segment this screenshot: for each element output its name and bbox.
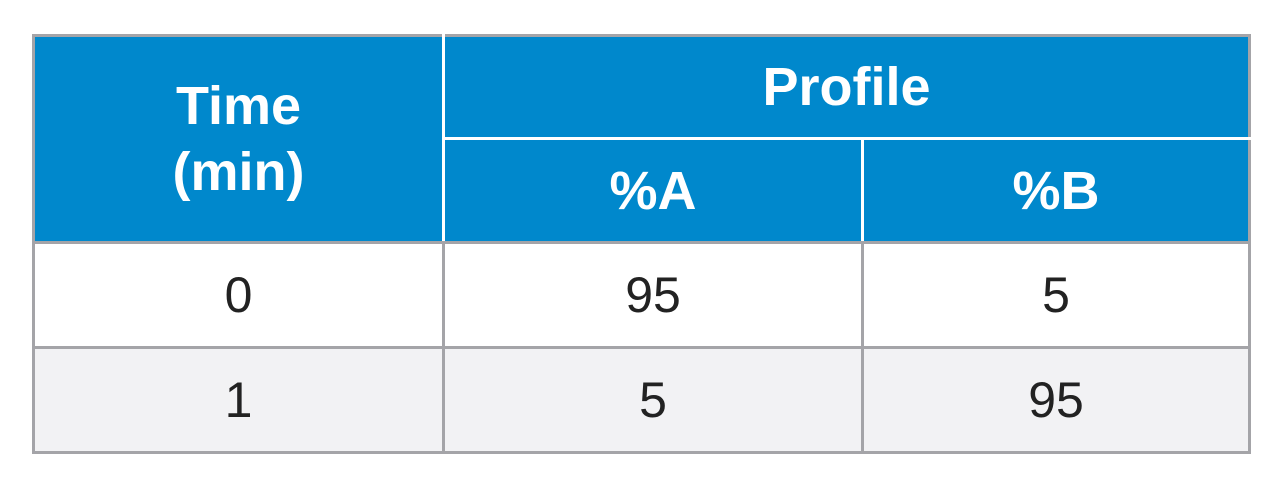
time-header-line2: (min) xyxy=(172,142,305,202)
table-row: 0 95 5 xyxy=(32,241,1252,349)
time-header-line1: Time xyxy=(175,76,302,136)
percent-a-header: %A xyxy=(442,137,864,244)
profile-header: Profile xyxy=(441,34,1252,140)
time-cell: 0 xyxy=(32,241,445,349)
percent-b-cell: 95 xyxy=(860,346,1252,454)
percent-a-cell: 95 xyxy=(442,241,864,349)
gradient-profile-table: Time (min) Profile %A %B 0 95 5 1 5 95 xyxy=(32,34,1252,454)
gradient-table-container: Time (min) Profile %A %B 0 95 5 1 5 95 xyxy=(32,34,1252,454)
percent-b-cell: 5 xyxy=(860,241,1252,349)
percent-a-cell: 5 xyxy=(442,346,864,454)
time-column-header: Time (min) xyxy=(32,34,445,244)
time-cell: 1 xyxy=(32,346,445,454)
percent-b-header: %B xyxy=(860,137,1252,244)
table-row: 1 5 95 xyxy=(32,346,1252,454)
